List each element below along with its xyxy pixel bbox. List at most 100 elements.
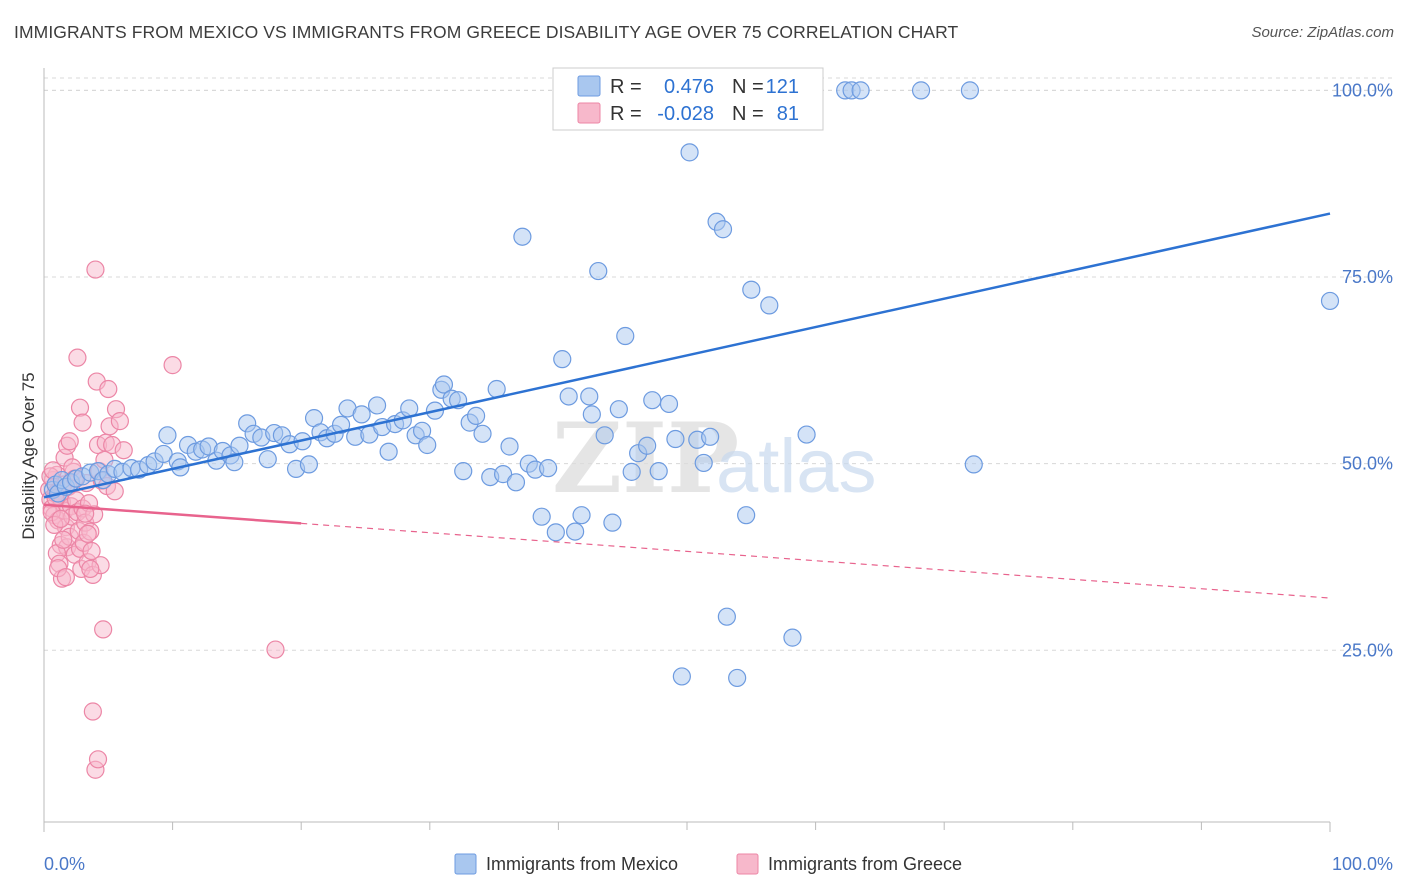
legend-swatch-mexico-bottom xyxy=(454,853,477,875)
mexico-point xyxy=(964,455,983,474)
mexico-point xyxy=(352,405,371,424)
y-axis-title: Disability Age Over 75 xyxy=(19,372,38,539)
legend-label-greece: Immigrants from Greece xyxy=(768,854,962,874)
mexico-point xyxy=(728,668,747,688)
legend-r-label-mexico: R = xyxy=(610,76,642,98)
greece-point xyxy=(54,530,73,549)
mexico-point xyxy=(367,396,387,415)
mexico-point xyxy=(539,459,558,478)
mexico-point xyxy=(379,442,398,461)
series-mexico-points xyxy=(43,81,1340,688)
mexico-point xyxy=(643,391,662,410)
grid-lines xyxy=(44,77,1392,651)
mexico-point xyxy=(659,394,679,414)
mexico-point xyxy=(622,462,641,481)
greece-point xyxy=(86,260,105,279)
mexico-point xyxy=(649,462,668,481)
greece-point xyxy=(82,541,101,561)
trend-line-greece-solid xyxy=(43,503,302,525)
mexico-point xyxy=(797,425,816,444)
mexico-point xyxy=(418,435,437,455)
chart-title: IMMIGRANTS FROM MEXICO VS IMMIGRANTS FRO… xyxy=(14,22,959,42)
greece-point xyxy=(94,620,113,639)
mexico-point xyxy=(737,506,756,525)
greece-point xyxy=(99,379,118,399)
mexico-point xyxy=(553,350,572,369)
mexico-point xyxy=(513,227,532,246)
legend-swatch-greece-bottom xyxy=(736,853,759,875)
legend-r-label-greece: R = xyxy=(610,103,642,125)
mexico-point xyxy=(506,473,526,492)
trend-line-mexico xyxy=(43,212,1331,499)
zipatlas-watermark: ZIP atlas xyxy=(552,402,877,515)
mexico-point xyxy=(717,607,736,626)
trend-line-greece-dashed xyxy=(301,522,1331,599)
series-legend: Immigrants from Mexico Immigrants from G… xyxy=(454,853,962,875)
mexico-point xyxy=(672,667,691,686)
mexico-point xyxy=(638,436,657,455)
x-tick-label: 0.0% xyxy=(44,854,85,874)
mexico-point xyxy=(299,455,319,474)
mexico-point xyxy=(225,453,244,472)
greece-point xyxy=(73,413,92,432)
mexico-point xyxy=(546,523,565,542)
mexico-point xyxy=(331,415,351,434)
mexico-point xyxy=(713,220,733,239)
mexico-point xyxy=(609,400,628,419)
greece-point xyxy=(68,348,87,367)
y-tick-labels: 25.0% 50.0% 75.0% 100.0% xyxy=(1332,80,1393,660)
greece-point xyxy=(76,504,95,523)
x-tick-label: 100.0% xyxy=(1332,854,1393,874)
mexico-point xyxy=(473,424,492,443)
trend-lines xyxy=(43,212,1331,599)
mexico-point xyxy=(911,81,931,100)
mexico-point xyxy=(154,444,173,464)
mexico-point xyxy=(603,513,622,532)
legend-n-value-mexico: 121 xyxy=(766,76,799,98)
mexico-point xyxy=(851,81,870,100)
legend-n-label-greece: N = xyxy=(732,103,764,125)
correlation-legend: R = 0.476 N = 121 R = -0.028 N = 81 xyxy=(552,67,824,131)
y-tick-label: 100.0% xyxy=(1332,80,1393,100)
greece-point xyxy=(51,509,70,529)
legend-n-label-mexico: N = xyxy=(732,76,764,98)
x-tick-labels: 0.0% 100.0% xyxy=(44,854,1393,874)
mexico-point xyxy=(494,465,513,484)
greece-point xyxy=(56,568,75,587)
source-label: Source: ZipAtlas.com xyxy=(1251,24,1394,41)
mexico-point xyxy=(500,437,519,456)
legend-label-mexico: Immigrants from Mexico xyxy=(486,854,678,874)
mexico-point xyxy=(532,507,551,526)
mexico-point xyxy=(694,453,713,473)
legend-r-value-greece: -0.028 xyxy=(657,103,714,125)
mexico-point xyxy=(158,426,177,445)
mexico-point xyxy=(742,280,761,299)
y-tick-label: 25.0% xyxy=(1342,640,1393,660)
greece-point xyxy=(114,441,133,460)
legend-item-mexico[interactable]: Immigrants from Mexico xyxy=(454,853,678,875)
mexico-point xyxy=(454,462,473,481)
mexico-point xyxy=(466,406,486,425)
legend-r-value-mexico: 0.476 xyxy=(664,76,714,98)
mexico-point xyxy=(572,506,591,525)
mexico-point xyxy=(1320,291,1340,311)
mexico-point xyxy=(434,375,454,394)
greece-point xyxy=(110,412,129,431)
legend-swatch-greece xyxy=(577,102,601,124)
mexico-point xyxy=(595,426,614,445)
mexico-point xyxy=(701,427,720,446)
greece-point xyxy=(70,398,90,417)
mexico-point xyxy=(258,450,277,469)
mexico-point xyxy=(616,326,635,346)
mexico-point xyxy=(566,522,585,541)
mexico-point xyxy=(580,387,599,406)
legend-item-greece[interactable]: Immigrants from Greece xyxy=(736,853,962,875)
mexico-point xyxy=(680,143,699,162)
legend-n-value-greece: 81 xyxy=(777,103,799,125)
mexico-point xyxy=(666,429,685,449)
mexico-point xyxy=(760,296,779,315)
greece-point xyxy=(60,432,79,451)
legend-swatch-mexico xyxy=(577,75,601,97)
y-tick-label: 50.0% xyxy=(1342,454,1393,474)
